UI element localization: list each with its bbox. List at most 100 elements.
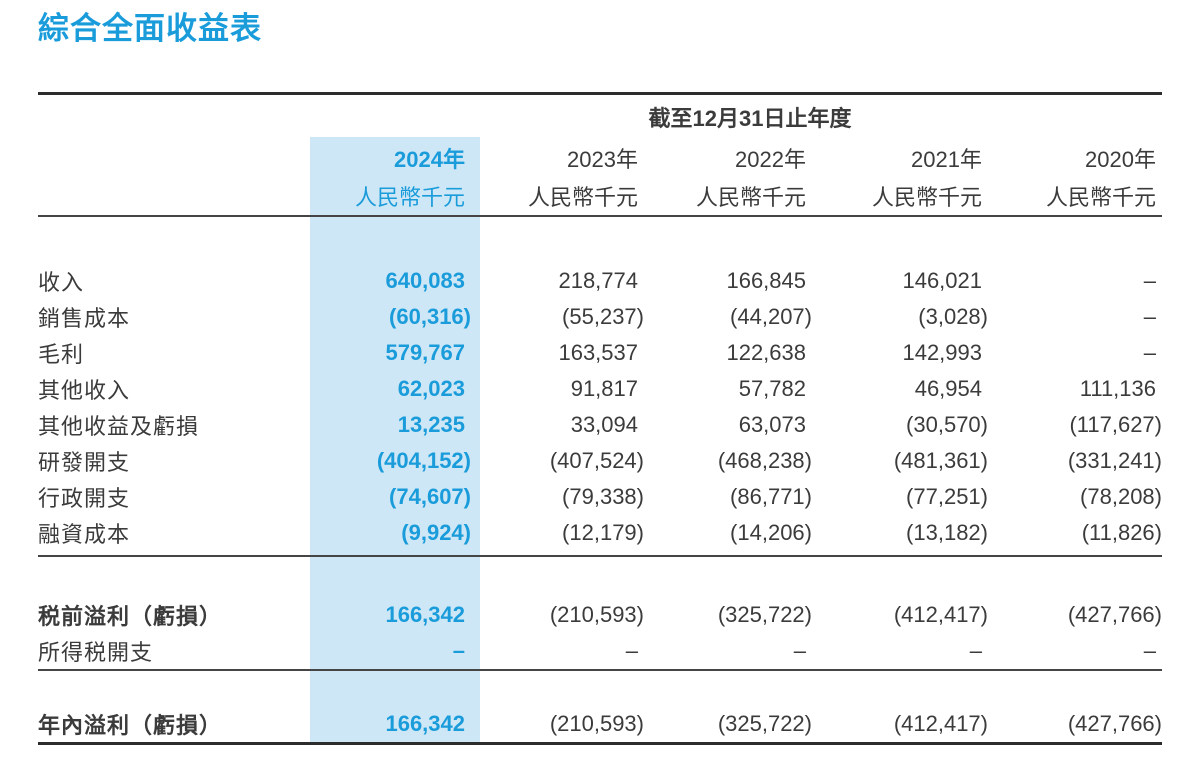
value-cell: – (452, 638, 465, 663)
value-cell: (79,338) (562, 484, 644, 509)
table-row: 研發開支 (404,152) (407,524) (468,238) (481,361)… (38, 443, 1162, 479)
value-cell: (14,206) (730, 520, 812, 545)
row-spacer (38, 217, 1162, 263)
value-cell: (30,570) (906, 412, 988, 437)
value-cell: (325,722) (717, 711, 812, 736)
table-row: 毛利 579,767 163,537 122,638 142,993 – (38, 335, 1162, 371)
column-year-header: 2024年 (394, 147, 465, 172)
value-cell: (55,237) (562, 304, 644, 329)
table-row: 融資成本 (9,924) (12,179) (14,206) (13,182) (11,8… (38, 515, 1162, 551)
value-cell: (9,924) (401, 520, 471, 545)
value-cell: (13,182) (906, 520, 988, 545)
value-cell: 13,235 (397, 412, 465, 437)
value-cell: (331,241) (1067, 448, 1162, 473)
value-cell: (117,627) (1069, 412, 1162, 437)
row-label: 所得税開支 (38, 640, 154, 665)
value-cell: (404,152) (376, 448, 471, 473)
value-cell: 146,021 (902, 268, 982, 293)
value-cell: (427,766) (1067, 711, 1162, 736)
page: 綜合全面收益表 截至12月31日止年度 2024年 2023年 2022年 2021年… (38, 11, 1162, 745)
value-cell: (210,593) (549, 602, 644, 627)
row-label: 行政開支 (38, 486, 131, 511)
header-rule (38, 215, 1162, 217)
income-statement-table: 截至12月31日止年度 2024年 2023年 2022年 2021年 2020年 人民… (38, 92, 1162, 745)
value-cell: (60,316) (389, 304, 471, 329)
value-cell: 122,638 (726, 340, 806, 365)
highlight-column-band-2024 (310, 137, 480, 742)
value-cell: 166,342 (385, 602, 465, 627)
column-unit-header: 人民幣千元 (354, 185, 465, 210)
value-cell: – (969, 638, 982, 663)
value-cell: – (1143, 268, 1156, 293)
column-year-header: 2020年 (1085, 147, 1156, 172)
value-cell: 142,993 (902, 340, 982, 365)
table-row: 行政開支 (74,607) (79,338) (86,771) (77,251) (78,… (38, 479, 1162, 515)
table-row: 其他收入 62,023 91,817 57,782 46,954 111,136 (38, 371, 1162, 407)
value-cell: (412,417) (893, 602, 988, 627)
period-header-row: 截至12月31日止年度 (38, 95, 1162, 139)
value-cell: (427,766) (1067, 602, 1162, 627)
value-cell: – (793, 638, 806, 663)
row-label: 研發開支 (38, 450, 131, 475)
value-cell: (78,208) (1080, 484, 1162, 509)
value-cell: (3,028) (918, 304, 988, 329)
value-cell: – (1143, 340, 1156, 365)
value-cell: (325,722) (717, 602, 812, 627)
value-cell: – (1143, 638, 1156, 663)
table-body: 收入 640,083 218,774 166,845 146,021 – 銷售成本 (60,3… (38, 217, 1162, 742)
value-cell: (12,179) (562, 520, 644, 545)
table-row: 税前溢利（虧損） 166,342 (210,593) (325,722) (412,41… (38, 597, 1162, 633)
page-title: 綜合全面收益表 (38, 11, 262, 46)
value-cell: 163,537 (558, 340, 638, 365)
value-cell: 33,094 (570, 412, 638, 437)
value-cell: (407,524) (549, 448, 644, 473)
column-year-header: 2021年 (911, 147, 982, 172)
row-label: 毛利 (38, 342, 85, 367)
period-header: 截至12月31日止年度 (648, 106, 852, 131)
unit-header-row: 人民幣千元 人民幣千元 人民幣千元 人民幣千元 人民幣千元 (38, 177, 1162, 215)
value-cell: (412,417) (893, 711, 988, 736)
column-unit-header: 人民幣千元 (1045, 185, 1156, 210)
row-label: 年內溢利（虧損） (38, 713, 223, 738)
value-cell: 166,342 (385, 711, 465, 736)
value-cell: 166,845 (726, 268, 806, 293)
column-unit-header: 人民幣千元 (527, 185, 638, 210)
column-year-header: 2022年 (735, 147, 806, 172)
table-row: 其他收益及虧損 13,235 33,094 63,073 (30,570) (117,62… (38, 407, 1162, 443)
value-cell: (74,607) (389, 484, 471, 509)
subtotal-rule (38, 669, 1162, 671)
value-cell: (481,361) (893, 448, 988, 473)
value-cell: 62,023 (397, 376, 465, 401)
value-cell: (86,771) (730, 484, 812, 509)
value-cell: 579,767 (385, 340, 465, 365)
value-cell: (210,593) (549, 711, 644, 736)
value-cell: – (625, 638, 638, 663)
table-row: 銷售成本 (60,316) (55,237) (44,207) (3,028) – (38, 299, 1162, 335)
row-label: 融資成本 (38, 522, 131, 547)
table-row: 收入 640,083 218,774 166,845 146,021 – (38, 263, 1162, 299)
value-cell: 57,782 (738, 376, 806, 401)
value-cell: (77,251) (906, 484, 988, 509)
value-cell: (11,826) (1081, 520, 1162, 545)
year-header-row: 2024年 2023年 2022年 2021年 2020年 (38, 139, 1162, 177)
value-cell: – (1143, 304, 1156, 329)
table-row: 年內溢利（虧損） 166,342 (210,593) (325,722) (412,41… (38, 706, 1162, 742)
row-label: 銷售成本 (38, 306, 131, 331)
value-cell: 46,954 (914, 376, 982, 401)
row-label: 税前溢利（虧損） (38, 604, 223, 629)
value-cell: (44,207) (730, 304, 812, 329)
row-label: 其他收入 (38, 378, 131, 403)
row-spacer (38, 671, 1162, 706)
subtotal-rule (38, 555, 1162, 557)
value-cell: (468,238) (717, 448, 812, 473)
value-cell: 111,136 (1079, 376, 1156, 401)
value-cell: 640,083 (385, 268, 465, 293)
row-spacer (38, 557, 1162, 597)
row-label: 收入 (38, 270, 85, 295)
column-unit-header: 人民幣千元 (695, 185, 806, 210)
value-cell: 63,073 (738, 412, 806, 437)
column-unit-header: 人民幣千元 (871, 185, 982, 210)
value-cell: 218,774 (558, 268, 638, 293)
value-cell: 91,817 (570, 376, 638, 401)
table-row: 所得税開支 – – – – – (38, 633, 1162, 669)
